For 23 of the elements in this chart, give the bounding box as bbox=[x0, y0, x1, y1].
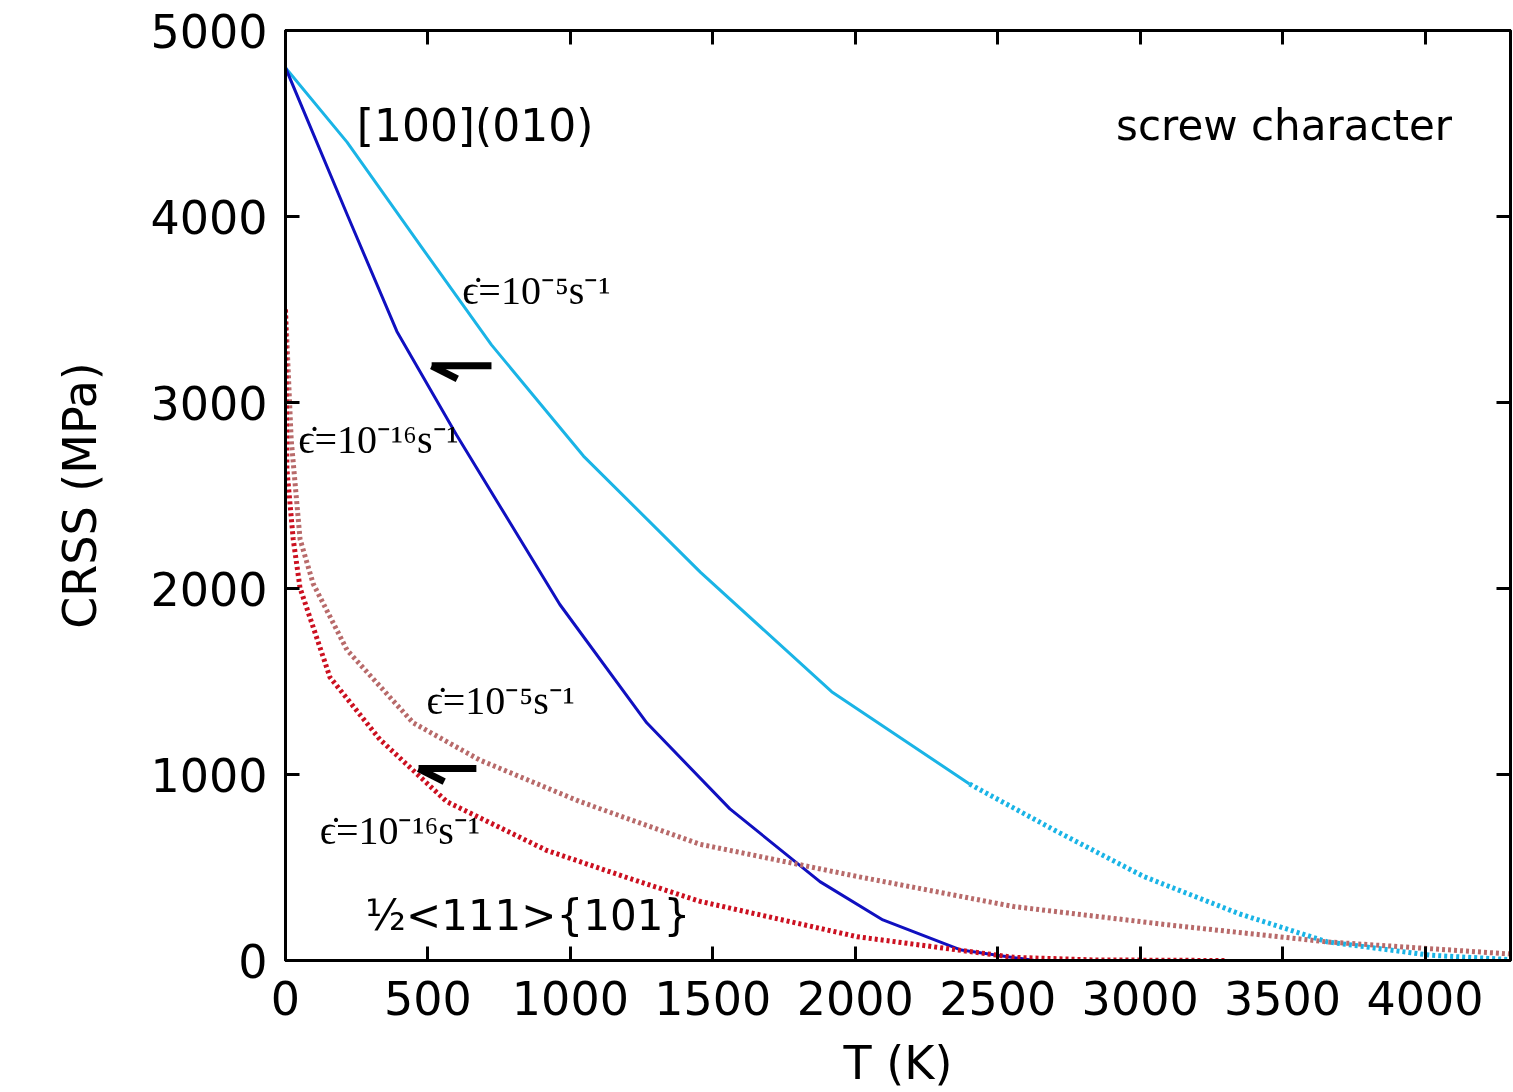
annotation: ϵ̇=10⁻¹⁶s⁻¹ bbox=[298, 417, 459, 463]
x-tick-label: 2500 bbox=[939, 971, 1057, 1026]
y-tick-label: 5000 bbox=[150, 4, 268, 59]
y-tick-label: 2000 bbox=[150, 562, 268, 617]
annotation: ½<111>{101} bbox=[365, 891, 691, 941]
x-axis-title: T (K) bbox=[842, 1035, 953, 1090]
x-tick-label: 3000 bbox=[1081, 971, 1199, 1026]
y-axis-title: CRSS (MPa) bbox=[53, 362, 108, 629]
y-tick-label: 1000 bbox=[150, 748, 268, 803]
annotation: ϵ̇=10⁻⁵s⁻¹ bbox=[462, 268, 611, 314]
annotation: ϵ̇=10⁻⁵s⁻¹ bbox=[426, 677, 575, 723]
x-tick-label: 1000 bbox=[511, 971, 629, 1026]
annotation: [100](010) bbox=[356, 99, 594, 151]
x-tick-label: 3500 bbox=[1224, 971, 1342, 1026]
y-tick-label: 3000 bbox=[150, 376, 268, 431]
x-tick-label: 2000 bbox=[796, 971, 914, 1026]
y-tick-label: 4000 bbox=[150, 190, 268, 245]
x-tick-label: 4000 bbox=[1366, 971, 1484, 1026]
annotation: ϵ̇=10⁻¹⁶s⁻¹ bbox=[319, 807, 480, 853]
x-tick-label: 500 bbox=[384, 971, 472, 1026]
y-tick-label: 0 bbox=[238, 934, 268, 989]
annotation: screw character bbox=[1116, 100, 1453, 150]
x-tick-label: 1500 bbox=[654, 971, 772, 1026]
